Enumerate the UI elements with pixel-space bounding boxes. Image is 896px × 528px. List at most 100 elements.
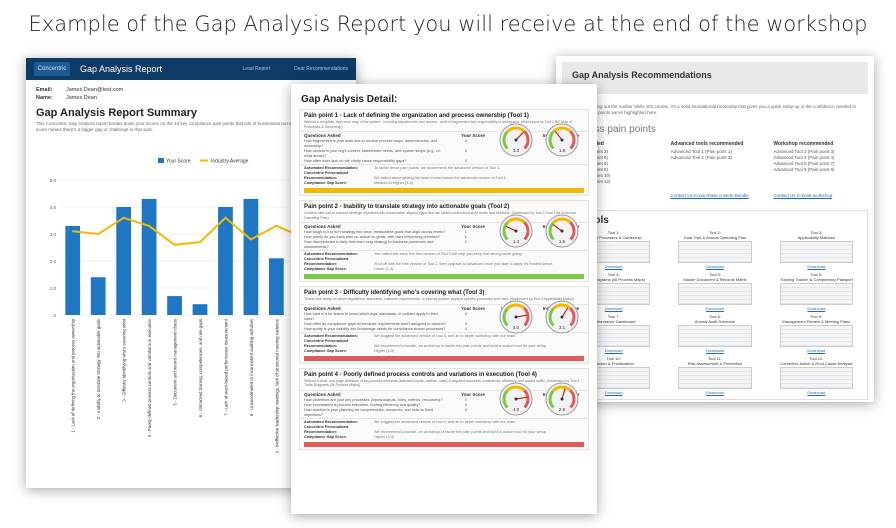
point-industry-average — [71, 230, 74, 233]
nav-link-lead-report[interactable]: Lead Report — [242, 66, 271, 72]
link-purchase-bundle[interactable]: Contact Us to purchase custom Bundle — [670, 193, 749, 198]
recommendation-value: Medium to Higher (3-4) — [374, 181, 414, 185]
question-text: How fragmented is your work due to uncle… — [304, 139, 438, 148]
gauge-value: 4.0 — [513, 325, 520, 330]
gauge-group: 3.3 1.8 — [496, 122, 582, 158]
x-tick-label: 3 - Difficulty identifying who's coverin… — [122, 318, 127, 401]
recommendation-label: Concentric Personalized Recommendation: — [304, 424, 349, 434]
recommendation-line: Automated Recommendation: You nailed this… — [304, 252, 584, 257]
question-row: How reactive is your planning for compet… — [300, 408, 488, 418]
gauge-zone — [506, 303, 526, 310]
tool-name: Map of Processes & Ownership — [585, 235, 642, 240]
gap-score-bar — [304, 274, 584, 279]
gauge-hub — [514, 229, 518, 233]
rec-column-head: Advanced tools recommended — [670, 141, 744, 147]
question-score: 4 — [464, 407, 467, 412]
tool-download-link[interactable]: Download — [604, 390, 623, 395]
tool-name: Applicability Matrices — [797, 235, 835, 240]
recommendation-value: We recommend a bundle, an workshop to ta… — [374, 343, 547, 348]
gauge-zone — [548, 130, 555, 150]
gauge-zone — [502, 130, 509, 150]
recommendation-value: You nailed this area, the free version o… — [374, 252, 523, 256]
y-tick-label: 1.0 — [50, 286, 57, 291]
question-score: 3 — [464, 149, 467, 153]
tool-number: Tool 7: — [607, 314, 620, 319]
point-industry-average — [97, 233, 99, 235]
tool-thumbnail — [678, 325, 752, 347]
questions-column-header: Questions Asked — [304, 391, 341, 397]
score-gauge: 1.3 — [499, 214, 533, 248]
tool-download-link[interactable]: Download — [807, 306, 826, 311]
recommendations-page: Gap Analysis Recommendations Start by ch… — [556, 56, 874, 402]
summary-text: This Concentric Gap Analysis report brea… — [36, 121, 336, 132]
tool-download-link[interactable]: Download — [706, 306, 724, 311]
gauge-value: 2.8 — [559, 407, 566, 412]
rec-item: Advanced Tool 1 (Pain point 1) — [670, 149, 732, 154]
recommendation-links: Now Contact Us to purchase custom Bundle… — [556, 187, 874, 204]
pain-point-list: Pain point 1 - Lack of defining the orga… — [291, 109, 597, 450]
tool-thumbnail — [678, 283, 752, 305]
tool-download-link[interactable]: Download — [604, 348, 623, 353]
bar-your-score — [116, 207, 132, 315]
questions-column-header: Your Score — [461, 391, 485, 397]
email-value: James.Dean@test.com — [66, 87, 124, 93]
tool-download-link[interactable]: Download — [706, 390, 724, 395]
questions-column-header: Your Score — [461, 224, 485, 229]
rec-item: Advanced Tool 3 (Pain point 3) — [773, 149, 835, 154]
gauge-needle — [515, 314, 527, 318]
name-label: Name: — [36, 95, 53, 101]
questions-column-header: Questions Asked — [304, 305, 341, 311]
tool-card: Tool 6: Training Tracker & Competency Pas… — [774, 272, 859, 311]
gauge-value: 1.3 — [513, 239, 520, 244]
gauge-zone — [552, 217, 572, 224]
gauge-zone — [506, 126, 526, 133]
tool-download-link[interactable]: Download — [807, 390, 826, 395]
bar-your-score — [268, 258, 284, 315]
tool-number: Tool 11: — [708, 356, 722, 361]
tool-card: Tool 3: Applicability Matrices Download — [774, 230, 859, 269]
score-gauge: 3.1 — [545, 300, 579, 334]
tools-heading: 12 tools — [571, 215, 859, 230]
question-score: 1 — [464, 235, 467, 239]
y-tick-label: 3.0 — [50, 232, 57, 237]
gap-score-bar — [304, 188, 584, 193]
recommendation-label: Concentric Personalized Recommendation: — [304, 338, 349, 348]
pain-point-title: Pain point 4 - Poorly defined process co… — [304, 371, 537, 378]
recommendation-line: Compliance Gap Score: Higher (4-5) — [304, 435, 584, 440]
question-text: How often do compliance gaps hit because… — [304, 321, 446, 326]
question-text: How spotty is your visibility into knowl… — [304, 326, 446, 331]
gauge-zone — [548, 221, 555, 241]
tool-card: Tool 9: Management Review & Meeting Plans… — [774, 314, 859, 353]
pain-point-title: Pain point 3 - Difficulty identifying wh… — [304, 290, 485, 296]
tool-number: Tool 8: — [709, 314, 721, 319]
question-score: 1 — [464, 230, 467, 234]
x-tick-label: 2 - Inability to translate strategy into… — [96, 319, 101, 419]
link-book-workshop[interactable]: Contact Us to book workshop — [773, 193, 833, 198]
recommendation-value: Higher (4-5) — [374, 434, 395, 439]
recommendation-line: Concentric Personalized Recommendation: S… — [304, 257, 584, 267]
gauge-value: 3.3 — [513, 148, 520, 153]
score-gauge: 1.5 — [545, 214, 579, 248]
recommendation-line: Compliance Gap Score: Higher (4-5) — [304, 349, 584, 354]
question-text: How inconsistent is process execution, h… — [304, 402, 421, 407]
nav-link-recommendations[interactable]: Dear Recommendations — [294, 66, 348, 72]
gauge-value: 3.1 — [559, 325, 566, 330]
question-text: How unclear is your org's context, stake… — [304, 149, 441, 158]
tool-download-link[interactable]: Download — [706, 264, 724, 269]
recommendation-line: Compliance Gap Score: Medium to Higher (3… — [304, 181, 584, 186]
tool-download-link[interactable]: Download — [807, 264, 826, 269]
tool-number: Tool 3: — [810, 230, 823, 235]
recommendation-block: Automated Recommendation: To tackle these… — [300, 164, 588, 187]
recommendation-label: Automated Recommendation: — [304, 419, 359, 424]
gauge-zone — [552, 126, 572, 133]
tool-download-link[interactable]: Download — [706, 348, 724, 353]
contact-info: Email: James.Dean@test.com Name: James Dea… — [26, 80, 356, 102]
bar-your-score — [218, 207, 233, 315]
recommendation-label: Concentric Personalized Recommendation: — [304, 171, 349, 180]
tool-download-link[interactable]: Download — [604, 306, 623, 311]
tool-download-link[interactable]: Download — [807, 348, 826, 353]
recommendation-columns: RecommendedTool 1 (Pain point 2)Tool 2 (… — [556, 139, 874, 187]
tool-download-link[interactable]: Download — [604, 264, 623, 269]
gauge-group: 4.0 3.1 — [496, 299, 582, 335]
question-text: How often does lack of role clarity caus… — [304, 159, 407, 163]
